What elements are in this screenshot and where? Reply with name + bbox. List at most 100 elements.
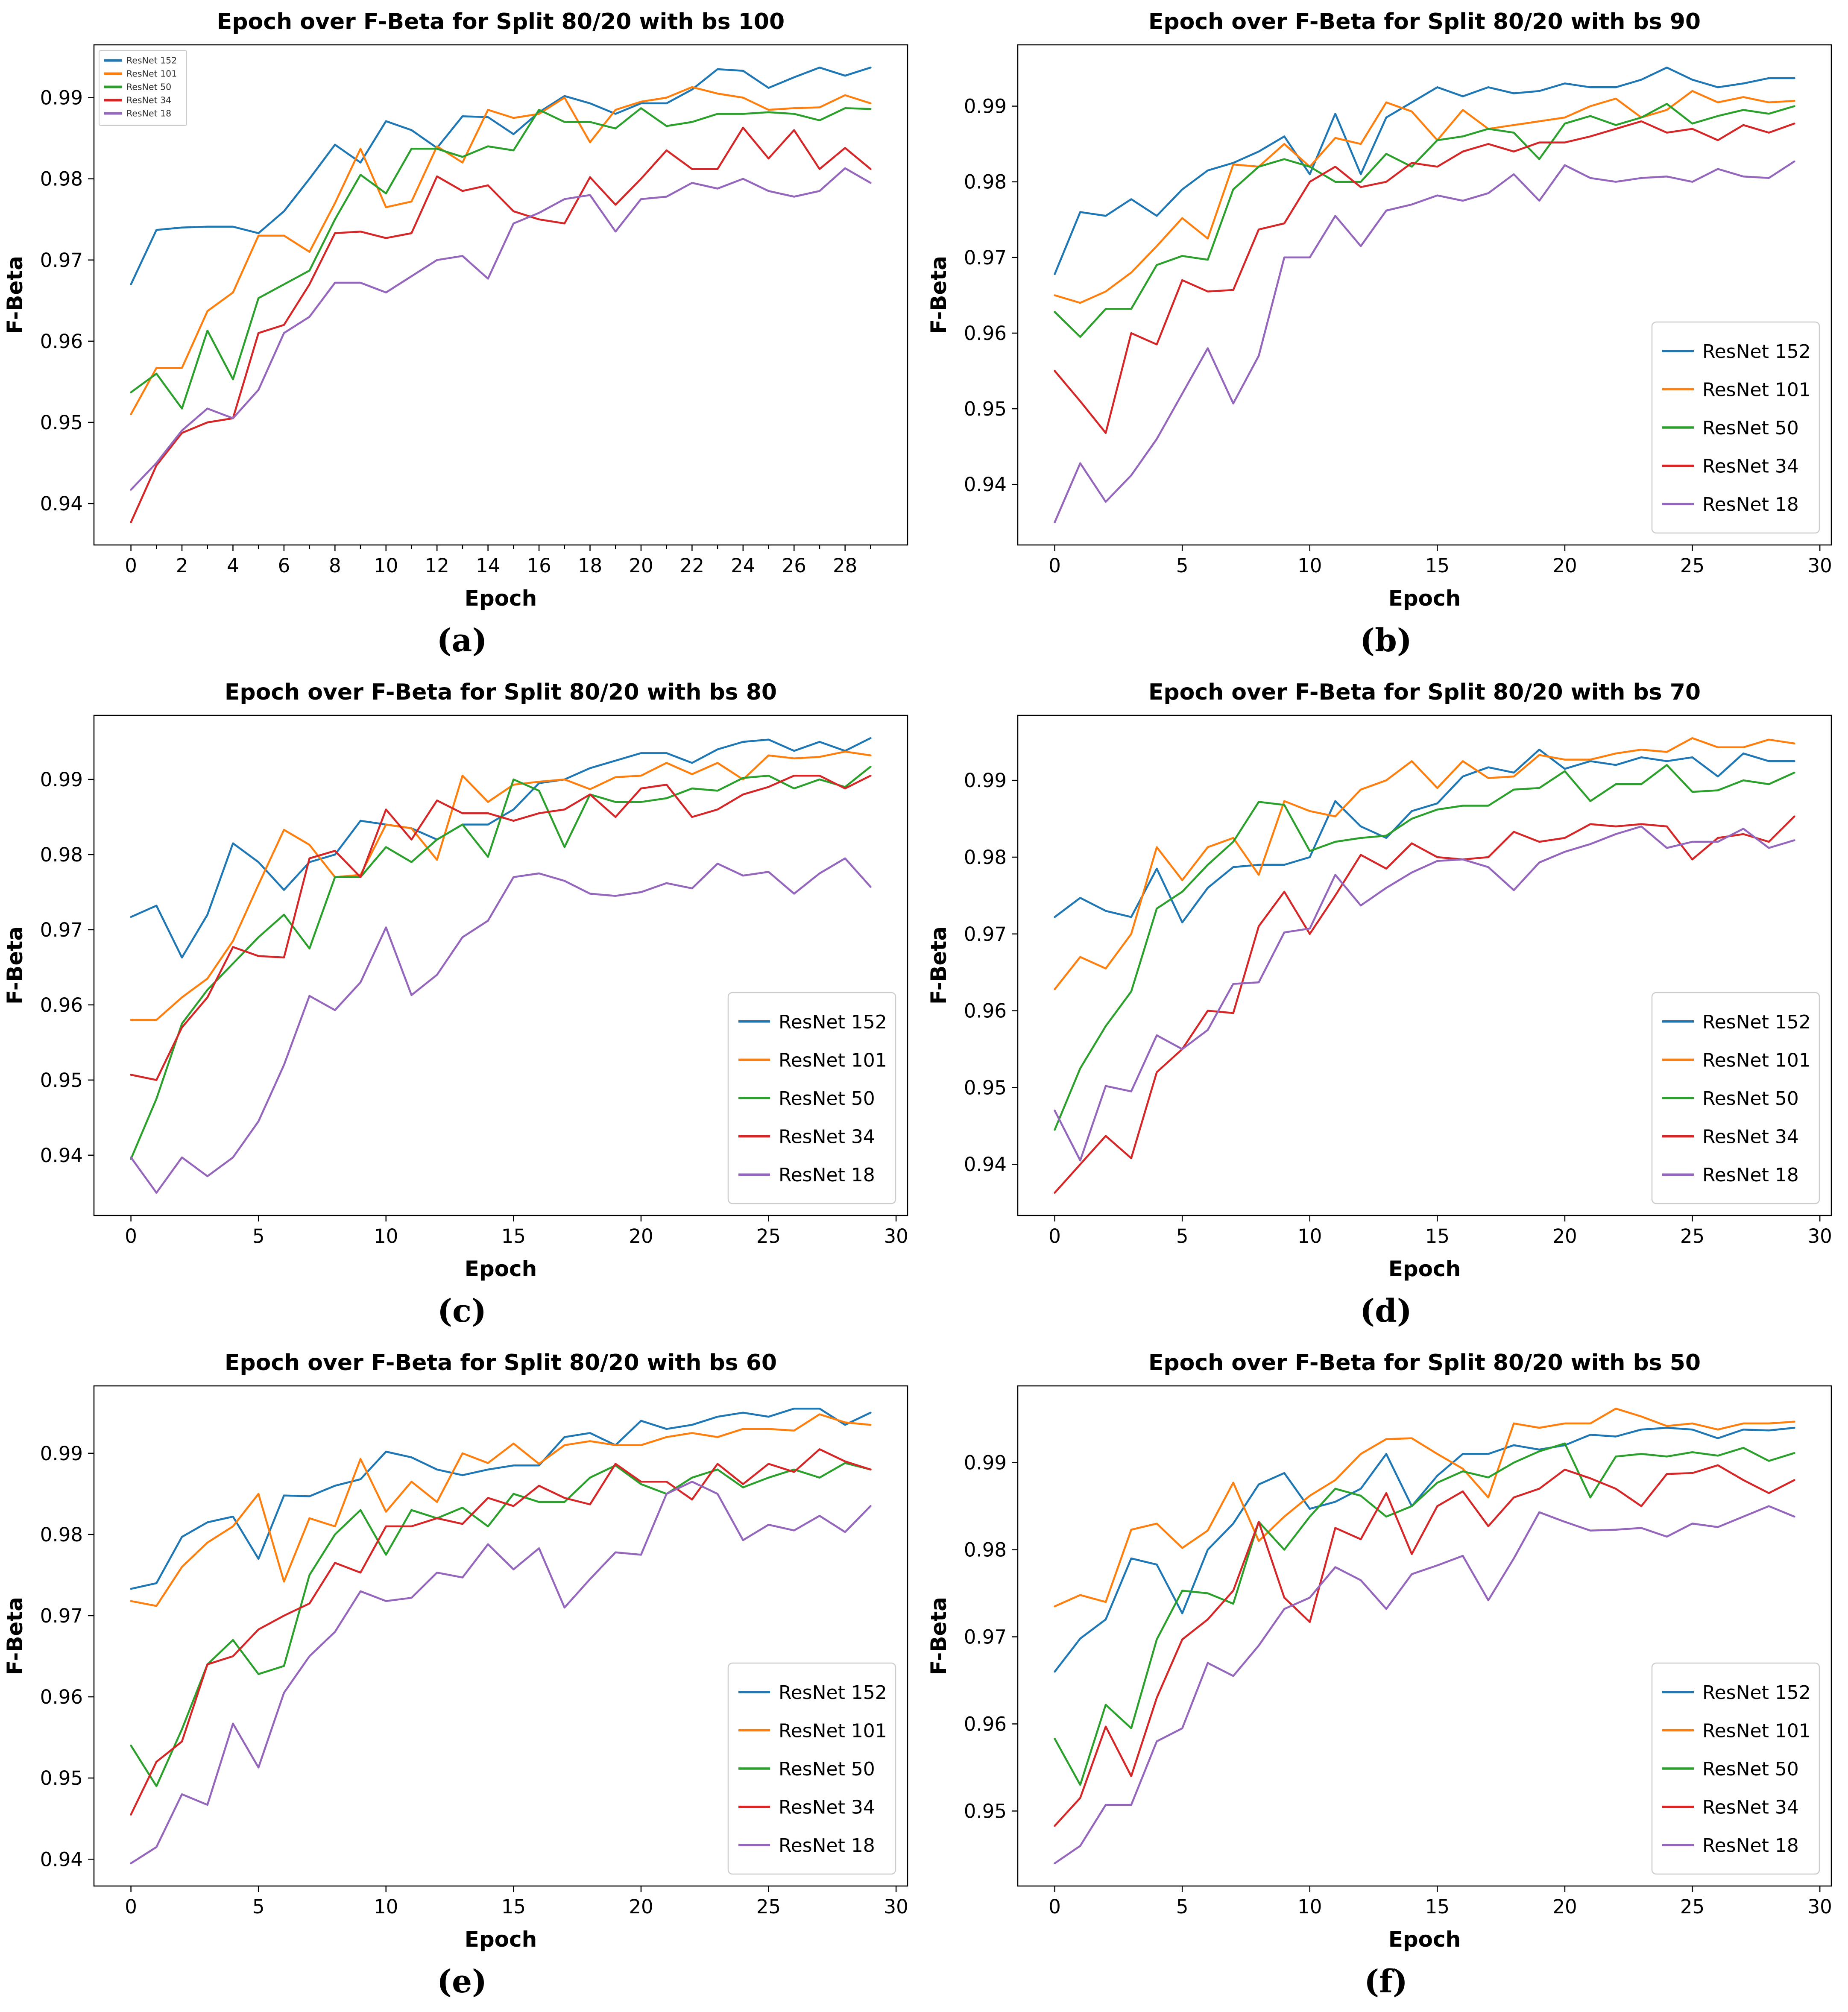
chart-panel-bs100: Epoch over F-Beta for Split 80/20 with b… [0, 0, 924, 611]
y-axis-ticks: 0.94 0.95 0.96 0.97 0.98 0.99 [964, 95, 1018, 496]
svg-text:30: 30 [1807, 1225, 1832, 1248]
svg-text:0: 0 [1048, 1225, 1061, 1248]
chart-title: Epoch over F-Beta for Split 80/20 with b… [1148, 679, 1701, 705]
svg-text:ResNet 34: ResNet 34 [1702, 1126, 1799, 1148]
series-line-resnet-101 [1054, 1407, 1795, 1608]
series-line-resnet-18 [130, 1481, 872, 1865]
svg-text:15: 15 [1425, 1225, 1450, 1248]
svg-text:30: 30 [884, 1895, 908, 1918]
svg-text:0.96: 0.96 [964, 1000, 1007, 1022]
chart-panel-bs90: Epoch over F-Beta for Split 80/20 with b… [924, 0, 1848, 611]
svg-text:20: 20 [1552, 1225, 1577, 1248]
svg-text:ResNet 34: ResNet 34 [779, 1126, 875, 1148]
y-axis-label: F-Beta [3, 256, 27, 334]
svg-text:0.95: 0.95 [964, 1076, 1007, 1099]
series-line-resnet-18 [1054, 160, 1795, 524]
svg-text:0.99: 0.99 [40, 1442, 83, 1465]
y-axis-label: F-Beta [3, 1597, 27, 1675]
legend: ResNet 152 ResNet 101 ResNet 50 ResNet 34 Re… [727, 1662, 896, 1875]
svg-text:0.98: 0.98 [40, 1523, 83, 1546]
svg-text:ResNet 101: ResNet 101 [779, 1049, 887, 1071]
series-line-resnet-18 [1054, 825, 1795, 1162]
svg-text:10: 10 [1297, 554, 1322, 577]
figure-c: Epoch over F-Beta for Split 80/20 with b… [0, 671, 924, 1341]
svg-text:15: 15 [1425, 1895, 1450, 1918]
svg-text:ResNet 50: ResNet 50 [1702, 1758, 1799, 1780]
svg-text:0.97: 0.97 [40, 249, 83, 272]
svg-text:10: 10 [374, 1225, 398, 1248]
legend: ResNet 152 ResNet 101 ResNet 50 ResNet 34 Re… [99, 50, 187, 126]
svg-text:0.94: 0.94 [964, 1153, 1007, 1176]
svg-text:ResNet 50: ResNet 50 [1702, 1088, 1799, 1110]
svg-text:0: 0 [125, 554, 137, 577]
x-axis-label: Epoch [1388, 1927, 1461, 1952]
svg-text:0.94: 0.94 [40, 1144, 83, 1167]
svg-text:0.95: 0.95 [964, 1800, 1007, 1822]
svg-text:30: 30 [884, 1225, 908, 1248]
x-axis-ticks: 0 5 10 15 20 25 30 [125, 1215, 908, 1248]
series-line-resnet-101 [1054, 737, 1795, 990]
svg-text:20: 20 [1552, 1895, 1577, 1918]
y-axis-ticks: 0.95 0.96 0.97 0.98 0.99 [964, 1452, 1018, 1822]
series-line-resnet-34 [130, 126, 872, 524]
chart-title: Epoch over F-Beta for Split 80/20 with b… [217, 9, 785, 35]
svg-text:20: 20 [1552, 554, 1577, 577]
svg-text:ResNet 18: ResNet 18 [779, 1835, 875, 1857]
y-axis-label: F-Beta [926, 926, 951, 1005]
series-line-resnet-50 [130, 1462, 872, 1787]
chart-title: Epoch over F-Beta for Split 80/20 with b… [1148, 1350, 1701, 1376]
svg-text:10: 10 [374, 554, 398, 577]
series-line-resnet-50 [130, 107, 872, 410]
svg-text:ResNet 50: ResNet 50 [126, 82, 171, 92]
svg-text:22: 22 [680, 554, 704, 577]
x-axis-label: Epoch [1388, 586, 1461, 611]
svg-text:0.94: 0.94 [964, 473, 1007, 496]
svg-text:0.98: 0.98 [40, 843, 83, 866]
svg-text:25: 25 [756, 1225, 781, 1248]
svg-text:15: 15 [501, 1225, 526, 1248]
x-axis-label: Epoch [465, 1927, 537, 1952]
x-axis-label: Epoch [465, 586, 537, 611]
svg-text:0.99: 0.99 [964, 769, 1007, 792]
figure-caption: (d) [1360, 1293, 1412, 1330]
legend: ResNet 152 ResNet 101 ResNet 50 ResNet 34 Re… [1651, 992, 1820, 1204]
svg-text:ResNet 18: ResNet 18 [1702, 1835, 1799, 1857]
svg-text:0.96: 0.96 [40, 1686, 83, 1708]
svg-text:ResNet 152: ResNet 152 [779, 1682, 887, 1704]
svg-text:ResNet 34: ResNet 34 [1702, 1797, 1799, 1819]
svg-text:20: 20 [629, 1225, 653, 1248]
svg-text:8: 8 [329, 554, 341, 577]
series-line-resnet-152 [1054, 1426, 1795, 1673]
svg-text:ResNet 152: ResNet 152 [1702, 1682, 1811, 1704]
svg-text:0.94: 0.94 [40, 492, 83, 515]
svg-text:20: 20 [629, 1895, 653, 1918]
series-line-resnet-101 [130, 750, 872, 1021]
svg-text:24: 24 [731, 554, 755, 577]
plot-area [93, 1385, 908, 1887]
svg-text:25: 25 [1680, 554, 1704, 577]
figure-caption: (b) [1360, 622, 1412, 659]
x-axis-ticks: 0 5 10 15 20 25 30 [1048, 545, 1832, 577]
svg-text:0.98: 0.98 [964, 1539, 1007, 1561]
chart-panel-bs60: Epoch over F-Beta for Split 80/20 with b… [0, 1341, 924, 1952]
series-line-resnet-34 [1054, 815, 1795, 1194]
series-line-resnet-18 [1054, 1505, 1795, 1865]
legend: ResNet 152 ResNet 101 ResNet 50 ResNet 34 Re… [727, 992, 896, 1204]
svg-text:ResNet 101: ResNet 101 [1702, 1049, 1811, 1071]
series-line-resnet-34 [1054, 120, 1795, 434]
svg-text:0: 0 [125, 1895, 137, 1918]
svg-text:ResNet 18: ResNet 18 [779, 1164, 875, 1186]
series-line-resnet-50 [1054, 103, 1795, 338]
series-line-resnet-152 [130, 66, 872, 286]
y-axis-label: F-Beta [926, 256, 951, 334]
y-axis-label: F-Beta [3, 926, 27, 1005]
figure-e: Epoch over F-Beta for Split 80/20 with b… [0, 1341, 924, 2012]
svg-text:5: 5 [1176, 554, 1189, 577]
svg-text:0.99: 0.99 [40, 87, 83, 109]
chart-panel-bs50: Epoch over F-Beta for Split 80/20 with b… [924, 1341, 1848, 1952]
svg-text:10: 10 [1297, 1225, 1322, 1248]
series-line-resnet-101 [130, 86, 872, 416]
x-axis-ticks: 0 5 10 15 20 25 30 [125, 1886, 908, 1918]
svg-text:5: 5 [252, 1895, 265, 1918]
svg-text:2: 2 [176, 554, 188, 577]
